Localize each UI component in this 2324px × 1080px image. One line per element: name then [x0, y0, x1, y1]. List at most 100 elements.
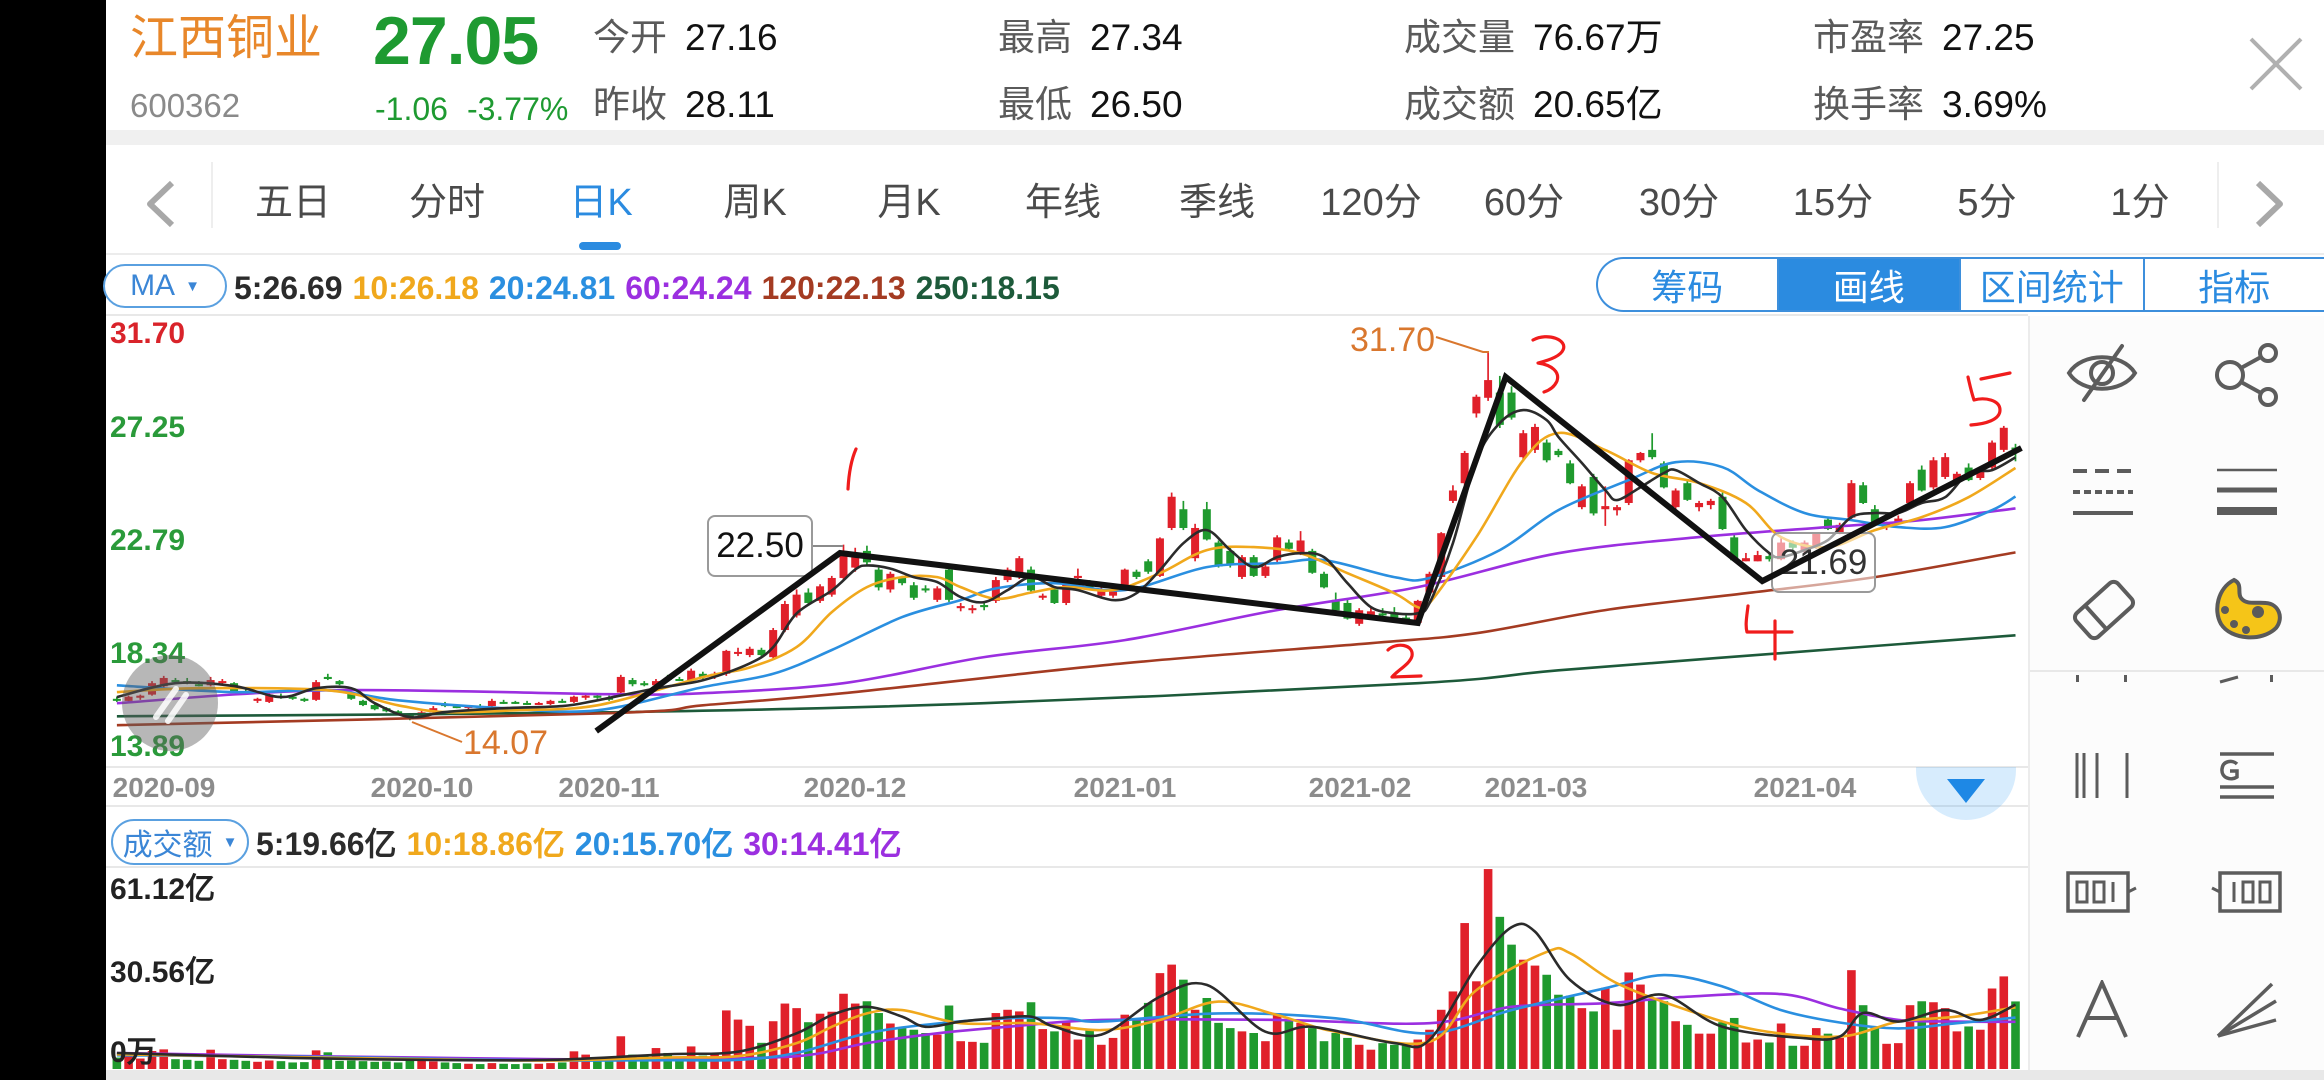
candle — [933, 586, 942, 602]
tab-5min[interactable]: 5分 — [1957, 182, 2017, 224]
vol-ma5-value: 5:19.66亿 — [256, 826, 397, 862]
volume-bar — [1976, 1029, 1985, 1069]
volume-bar — [1823, 1033, 1833, 1069]
volume-bar — [1296, 1022, 1305, 1069]
candle — [1859, 482, 1868, 505]
palette-icon[interactable] — [2210, 574, 2284, 644]
candle — [1683, 480, 1692, 501]
candle — [1636, 451, 1645, 463]
volume-bar — [604, 1059, 614, 1069]
indicator-selector-ma[interactable]: MA ▼ — [103, 264, 227, 308]
change-percent: -3.77% — [466, 91, 569, 127]
date-axis-label: 2020-11 — [558, 772, 660, 803]
volume-bar — [182, 1059, 192, 1069]
date-axis-border — [106, 805, 2028, 807]
candle — [546, 699, 555, 706]
volume-bar — [1190, 1009, 1200, 1069]
volume-bar — [499, 1063, 508, 1069]
candle — [1038, 593, 1047, 600]
volume-bar — [1882, 1043, 1891, 1069]
candle — [886, 571, 895, 593]
date-axis-label: 2021-02 — [1308, 772, 1412, 803]
candle — [874, 567, 883, 591]
dropdown-caret-icon: ▼ — [185, 277, 200, 295]
vertical-lines-icon[interactable] — [2070, 750, 2134, 802]
tab-five-day[interactable]: 五日 — [254, 182, 332, 224]
ma5-value: 5:26.69 — [234, 270, 343, 306]
volume-bar — [1143, 1002, 1153, 1069]
candle — [1847, 480, 1856, 520]
segment-chips[interactable]: 筹码 — [1651, 266, 1724, 308]
collapse-volume-button[interactable] — [1916, 767, 2016, 821]
volume-bar — [1554, 994, 1563, 1069]
ma250-value: 250:18.15 — [915, 270, 1060, 306]
bottom-bar — [106, 1070, 2324, 1080]
price-tag-001-icon[interactable] — [2066, 870, 2140, 916]
segment-range-stats[interactable]: 区间统计 — [1959, 259, 2143, 310]
ma10-value: 10:26.18 — [352, 270, 479, 306]
segment-indicators[interactable]: 指标 — [2142, 259, 2324, 310]
volume-top-border — [106, 866, 2028, 868]
candle — [300, 697, 309, 702]
volume-indicator-selector[interactable]: 成交额 ▼ — [111, 819, 249, 865]
volume-bar — [1225, 1028, 1235, 1069]
candle — [487, 698, 496, 708]
tab-120min[interactable]: 120分 — [1320, 182, 1422, 224]
candle — [1613, 505, 1622, 516]
g-lines-icon[interactable] — [2217, 750, 2277, 802]
volume-bar — [1132, 1017, 1141, 1069]
line-width-icon[interactable] — [2214, 462, 2280, 520]
volume-bar — [323, 1052, 333, 1069]
vol-ma20-value: 20:15.70亿 — [574, 826, 734, 862]
price-marker-box[interactable]: 22.50 — [707, 515, 813, 577]
candle — [1472, 394, 1481, 418]
fan-lines-icon[interactable] — [2214, 980, 2280, 1040]
candle — [511, 700, 520, 705]
candle — [734, 647, 743, 657]
share-icon[interactable] — [2212, 342, 2282, 408]
text-a-icon[interactable] — [2074, 980, 2130, 1040]
tabs-next-button[interactable] — [2248, 180, 2292, 233]
tab-monthly-k[interactable]: 月K — [877, 182, 941, 224]
eye-slash-icon[interactable] — [2064, 340, 2140, 406]
tab-yearly[interactable]: 年线 — [1024, 182, 1102, 224]
stat-open: 今开 27.16 — [593, 19, 778, 56]
tab-intraday[interactable]: 分时 — [408, 182, 486, 224]
volume-bar — [1858, 1005, 1868, 1069]
candle — [745, 646, 754, 658]
price-tag-100-icon[interactable] — [2208, 870, 2282, 916]
volume-bar — [1788, 1045, 1798, 1069]
stat-prev-close: 昨收 28.11 — [593, 86, 775, 123]
segment-drawing[interactable]: 画线 — [1776, 259, 1959, 310]
volume-bar — [804, 1022, 813, 1069]
volume-bar — [1038, 1029, 1048, 1069]
volume-bar — [1729, 1017, 1739, 1069]
eraser-icon[interactable] — [2066, 574, 2142, 646]
tabs-prev-button[interactable] — [138, 180, 182, 233]
close-button[interactable] — [2246, 36, 2306, 92]
volume-bar — [722, 1010, 731, 1069]
stat-value: 27.34 — [1090, 17, 1183, 58]
tab-1min[interactable]: 1分 — [2110, 182, 2170, 224]
date-axis-label: 2021-03 — [1484, 772, 1588, 803]
tab-60min[interactable]: 60分 — [1483, 182, 1565, 224]
tab-30min[interactable]: 30分 — [1638, 182, 1720, 224]
assistive-touch-button[interactable] — [122, 655, 218, 751]
tab-weekly-k[interactable]: 周K — [723, 182, 787, 224]
stat-label: 成交额 — [1404, 84, 1515, 125]
dashed-lines-icon[interactable] — [2070, 462, 2136, 520]
volume-bar — [1179, 979, 1188, 1069]
volume-bar — [1331, 1033, 1341, 1069]
volume-bar — [1249, 1033, 1258, 1069]
volume-bar — [1542, 974, 1551, 1069]
volume-bar — [1237, 1031, 1247, 1069]
price-marker-box[interactable]: 21.69 — [1771, 532, 1876, 593]
candle — [523, 700, 532, 706]
tab-quarterly[interactable]: 季线 — [1178, 182, 1256, 224]
tab-15min[interactable]: 15分 — [1792, 182, 1874, 224]
candle — [1566, 460, 1575, 485]
tab-daily-k[interactable]: 日K — [569, 182, 633, 224]
volume-bar — [593, 1060, 602, 1069]
volume-bar — [1624, 972, 1634, 1069]
